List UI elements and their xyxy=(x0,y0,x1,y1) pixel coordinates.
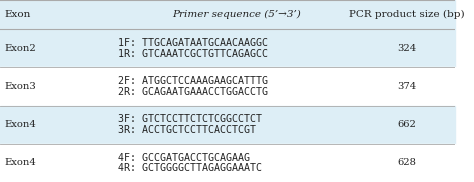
Text: Exon: Exon xyxy=(5,10,31,19)
Bar xyxy=(0,67,455,106)
Text: 3F: GTCTCCTTCTCTCGGCCTCT: 3F: GTCTCCTTCTCTCGGCCTCT xyxy=(118,114,262,124)
Bar xyxy=(0,0,455,29)
Text: PCR product size (bp): PCR product size (bp) xyxy=(349,10,465,19)
Text: 3R: ACCTGCTCCTTCACCTCGT: 3R: ACCTGCTCCTTCACCTCGT xyxy=(118,125,256,135)
Text: 1R: GTCAAATCGCTGTTCAGAGCC: 1R: GTCAAATCGCTGTTCAGAGCC xyxy=(118,49,268,59)
Text: 2F: ATGGCTCCAAAGAAGCATTTG: 2F: ATGGCTCCAAAGAAGCATTTG xyxy=(118,76,268,86)
Text: Exon3: Exon3 xyxy=(5,82,36,91)
Bar xyxy=(0,144,455,182)
Text: Exon2: Exon2 xyxy=(5,44,36,53)
Bar xyxy=(0,106,455,144)
Text: Exon4: Exon4 xyxy=(5,120,36,129)
Text: Primer sequence (5’→3’): Primer sequence (5’→3’) xyxy=(172,10,301,19)
Text: 662: 662 xyxy=(398,120,417,129)
Text: 2R: GCAGAATGAAACCTGGACCTG: 2R: GCAGAATGAAACCTGGACCTG xyxy=(118,87,268,97)
Text: 4R: GCTGGGGCTTAGAGGAAATC: 4R: GCTGGGGCTTAGAGGAAATC xyxy=(118,163,262,173)
Text: 324: 324 xyxy=(397,44,417,53)
Text: 374: 374 xyxy=(397,82,417,91)
Text: 1F: TTGCAGATAATGCAACAAGGC: 1F: TTGCAGATAATGCAACAAGGC xyxy=(118,38,268,48)
Text: 4F: GCCGATGACCTGCAGAAG: 4F: GCCGATGACCTGCAGAAG xyxy=(118,153,250,163)
Text: 628: 628 xyxy=(398,158,417,167)
Text: Exon4: Exon4 xyxy=(5,158,36,167)
Bar xyxy=(0,29,455,67)
